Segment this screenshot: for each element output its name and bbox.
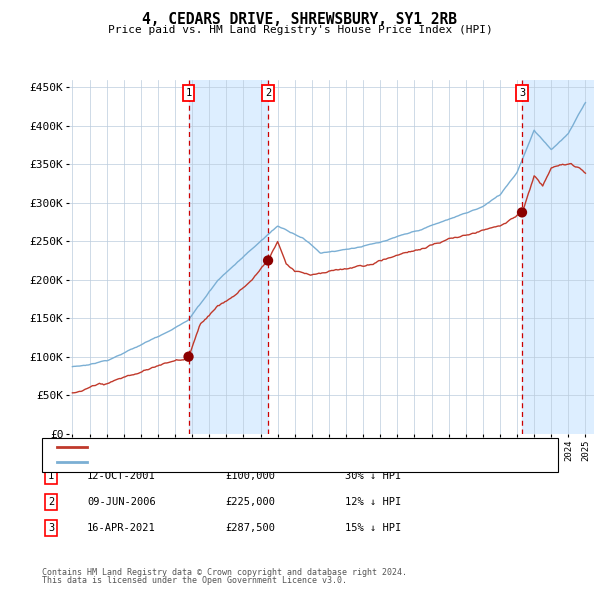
Text: Contains HM Land Registry data © Crown copyright and database right 2024.: Contains HM Land Registry data © Crown c… xyxy=(42,568,407,577)
Text: 4, CEDARS DRIVE, SHREWSBURY, SY1 2RB (detached house): 4, CEDARS DRIVE, SHREWSBURY, SY1 2RB (de… xyxy=(93,442,404,453)
Bar xyxy=(188,80,268,434)
Text: £225,000: £225,000 xyxy=(225,497,275,507)
Text: 16-APR-2021: 16-APR-2021 xyxy=(87,523,156,533)
Text: HPI: Average price, detached house, Shropshire: HPI: Average price, detached house, Shro… xyxy=(93,457,363,467)
Text: 15% ↓ HPI: 15% ↓ HPI xyxy=(345,523,401,533)
Text: 4, CEDARS DRIVE, SHREWSBURY, SY1 2RB: 4, CEDARS DRIVE, SHREWSBURY, SY1 2RB xyxy=(143,12,458,27)
Point xyxy=(263,256,273,266)
Text: 2: 2 xyxy=(48,497,54,507)
Point xyxy=(184,352,193,362)
Text: 1: 1 xyxy=(185,88,191,98)
Text: 30% ↓ HPI: 30% ↓ HPI xyxy=(345,471,401,481)
Text: 2: 2 xyxy=(265,88,271,98)
Text: This data is licensed under the Open Government Licence v3.0.: This data is licensed under the Open Gov… xyxy=(42,576,347,585)
Text: 12-OCT-2001: 12-OCT-2001 xyxy=(87,471,156,481)
Bar xyxy=(522,80,594,434)
Text: 12% ↓ HPI: 12% ↓ HPI xyxy=(345,497,401,507)
Text: 3: 3 xyxy=(48,523,54,533)
Point xyxy=(517,208,527,217)
Text: £287,500: £287,500 xyxy=(225,523,275,533)
Text: 3: 3 xyxy=(519,88,525,98)
Text: 09-JUN-2006: 09-JUN-2006 xyxy=(87,497,156,507)
Text: Price paid vs. HM Land Registry's House Price Index (HPI): Price paid vs. HM Land Registry's House … xyxy=(107,25,493,35)
Text: 1: 1 xyxy=(48,471,54,481)
Text: £100,000: £100,000 xyxy=(225,471,275,481)
